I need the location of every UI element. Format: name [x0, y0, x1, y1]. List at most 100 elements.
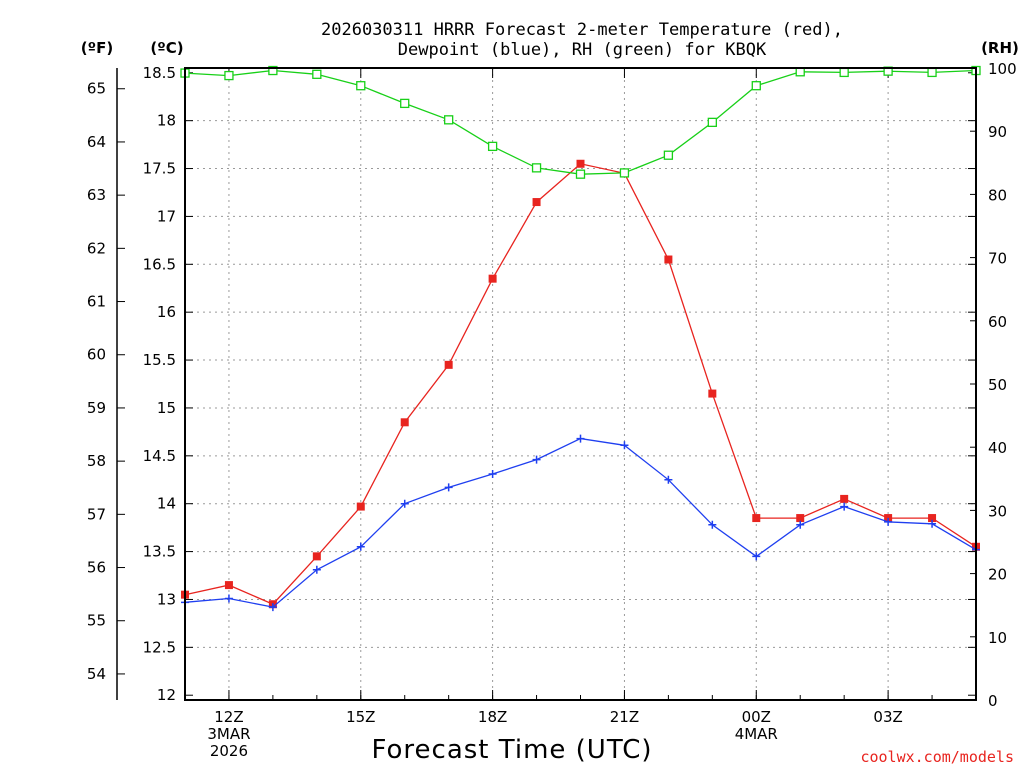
x-tick-label: 15Z [346, 708, 375, 726]
dewpoint-line [184, 437, 977, 608]
rh-point [531, 163, 542, 173]
fahrenheit-tick-label: 58 [87, 452, 106, 470]
dewpoint-point [620, 441, 629, 450]
rh-tick-label: 80 [988, 186, 1007, 204]
rh-tick-label: 70 [988, 250, 1007, 268]
temperature-point [312, 552, 321, 561]
celsius-tick-label: 14.5 [143, 447, 176, 465]
rh-tick-label: 10 [988, 629, 1007, 647]
dewpoint-point [312, 565, 321, 574]
rh-point [575, 169, 586, 179]
dewpoint-point [356, 542, 365, 551]
rh-point [356, 81, 366, 91]
x-tick-label: 2026 [210, 742, 248, 760]
fahrenheit-tick-label: 63 [87, 186, 106, 204]
fahrenheit-tick-label: 60 [87, 346, 106, 364]
rh-unit-label: (RH) [981, 39, 1019, 57]
fahrenheit-unit-label: (ºF) [81, 39, 113, 57]
dewpoint-point [884, 517, 893, 526]
fahrenheit-tick-label: 61 [87, 293, 106, 311]
celsius-unit-label: (ºC) [150, 39, 183, 57]
x-axis-label: Forecast Time (UTC) [371, 735, 652, 765]
x-tick-label: 00Z [742, 708, 771, 726]
rh-tick-label: 50 [988, 376, 1007, 394]
temperature-point [356, 502, 365, 511]
celsius-tick-label: 15 [157, 399, 176, 417]
temperature-point [400, 418, 409, 427]
axes: 12 12.5 13 13.5 14 14.5 15 15.5 16 16.5 17 17.5 18 18… [87, 60, 1017, 760]
dewpoint-point [488, 470, 497, 479]
rh-point [487, 141, 498, 152]
x-tick-label: 03Z [873, 708, 902, 726]
dewpoint-point [576, 434, 585, 443]
rh-point [619, 168, 630, 178]
rh-point [444, 115, 454, 125]
celsius-tick-label: 14 [157, 495, 176, 513]
temperature-point [752, 514, 761, 523]
data-series [180, 65, 981, 612]
fahrenheit-tick-label: 55 [87, 612, 106, 630]
dewpoint-point [708, 520, 717, 529]
temperature-point [664, 255, 673, 264]
celsius-tick-label: 12.5 [143, 638, 176, 656]
fahrenheit-tick-label: 64 [87, 133, 106, 151]
fahrenheit-tick-label: 57 [87, 505, 106, 523]
celsius-tick-label: 17 [157, 207, 176, 225]
celsius-tick-label: 18 [157, 112, 176, 130]
dewpoint-point [532, 455, 541, 464]
rh-point [268, 65, 278, 76]
fahrenheit-tick-label: 62 [87, 239, 106, 257]
chart-title-line2: Dewpoint (blue), RH (green) for KBQK [398, 40, 767, 60]
chart-title-line1: 2026030311 HRRR Forecast 2-meter Tempera… [321, 20, 843, 40]
rh-tick-label: 0 [988, 692, 998, 710]
rh-point [224, 70, 234, 81]
rh-point [707, 117, 717, 128]
celsius-tick-label: 13 [157, 590, 176, 608]
temperature-point [532, 198, 541, 207]
rh-tick-label: 60 [988, 313, 1007, 331]
dewpoint-point [444, 483, 453, 492]
rh-tick-label: 100 [988, 60, 1017, 78]
rh-point [663, 150, 674, 160]
credit-text: coolwx.com/models [860, 748, 1014, 766]
celsius-tick-label: 16.5 [143, 255, 176, 273]
temperature-point [708, 389, 717, 398]
rh-tick-label: 90 [988, 123, 1007, 141]
fahrenheit-tick-label: 54 [87, 665, 106, 683]
plot-frame [184, 67, 977, 701]
dewpoint-point [928, 519, 937, 528]
celsius-tick-label: 15.5 [143, 351, 176, 369]
celsius-tick-label: 12 [157, 686, 176, 704]
celsius-tick-label: 18.5 [143, 64, 176, 82]
dewpoint-point [840, 502, 849, 511]
dewpoint-point [664, 475, 673, 484]
temperature-point [444, 360, 453, 369]
rh-point [312, 69, 322, 79]
x-tick-label: 21Z [610, 708, 639, 726]
rh-tick-label: 40 [988, 439, 1007, 457]
temperature-point [224, 581, 233, 590]
fahrenheit-tick-label: 65 [87, 80, 106, 98]
dewpoint-point [268, 603, 277, 612]
dewpoint-point [400, 499, 409, 508]
rh-point [839, 67, 849, 78]
celsius-tick-label: 13.5 [143, 543, 176, 561]
x-tick-label: 3MAR [207, 725, 250, 743]
temperature-line [184, 163, 977, 605]
rh-tick-label: 20 [988, 566, 1007, 584]
rh-line [184, 69, 977, 175]
temperature-point [796, 514, 805, 523]
fahrenheit-tick-label: 56 [87, 559, 106, 577]
rh-point [927, 67, 937, 78]
dewpoint-point [224, 594, 233, 603]
temperature-point [488, 274, 497, 283]
rh-point [400, 98, 410, 109]
celsius-tick-label: 17.5 [143, 160, 176, 178]
rh-point [751, 81, 761, 91]
temperature-point [928, 514, 937, 523]
temperature-point [840, 494, 849, 503]
x-tick-label: 18Z [478, 708, 507, 726]
temperature-point [576, 159, 585, 168]
rh-tick-label: 30 [988, 502, 1007, 520]
